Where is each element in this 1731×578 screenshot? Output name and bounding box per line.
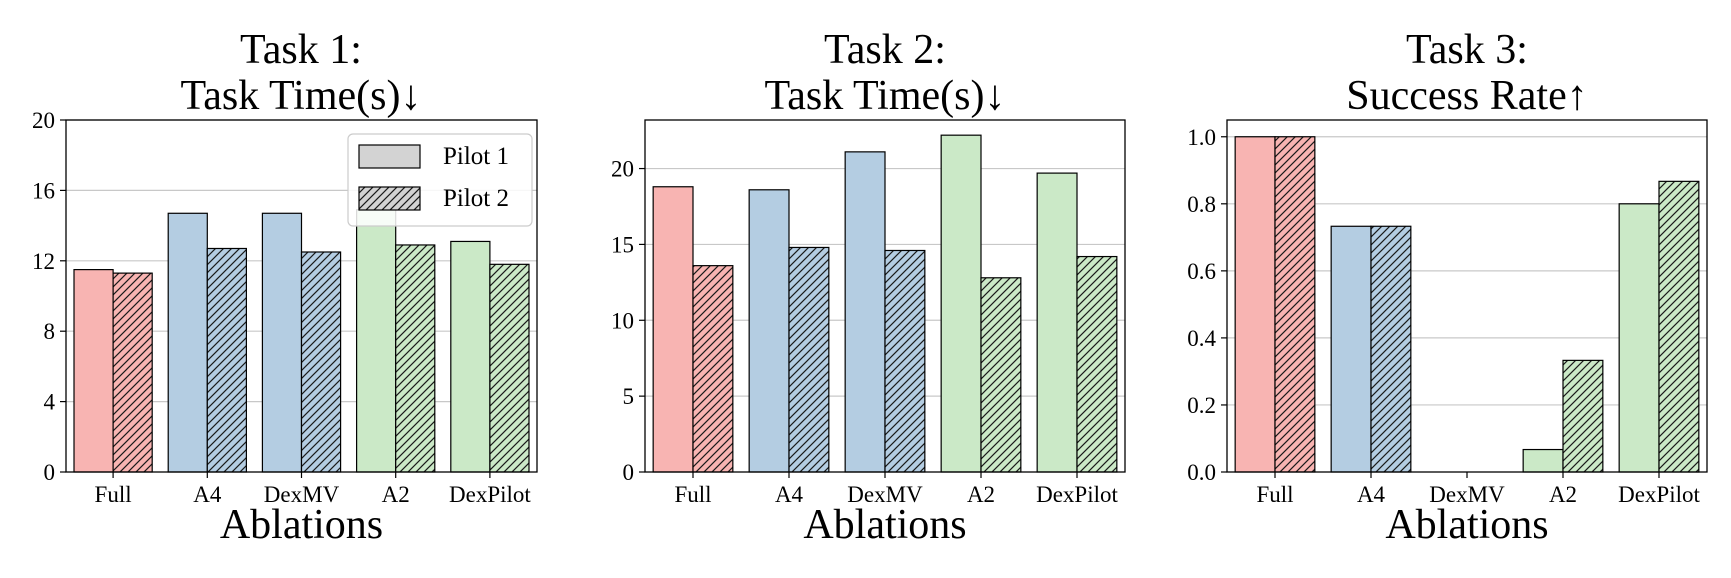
x-tick-label: A4	[775, 482, 804, 507]
y-tick-label: 0	[44, 460, 56, 485]
bar-full-pilot1	[74, 269, 114, 472]
bar-dexmv-pilot2-hatch	[301, 252, 341, 472]
x-tick-label: DexPilot	[1618, 482, 1700, 507]
x-tick-label: DexPilot	[449, 482, 531, 507]
y-tick-label: 1.0	[1187, 125, 1216, 150]
bar-dexpilot-pilot2-hatch	[489, 264, 529, 472]
chart-title-line-2: Task Time(s)↓	[765, 73, 1006, 119]
y-tick-label: 10	[611, 308, 634, 333]
y-tick-label: 0	[623, 460, 635, 485]
bar-dexmv-pilot1	[845, 151, 885, 473]
x-tick-label: Full	[95, 482, 132, 507]
y-tick-label: 8	[44, 319, 56, 344]
x-axis-label: Ablations	[803, 502, 966, 548]
x-tick-label: A2	[967, 482, 995, 507]
x-tick-label: A4	[1357, 482, 1386, 507]
legend-swatch-outline	[358, 144, 421, 169]
legend-label-1: Pilot 1	[443, 143, 509, 170]
x-axis-label: Ablations	[220, 502, 383, 548]
y-tick-label: 4	[44, 390, 56, 415]
x-tick-label: DexPilot	[1036, 482, 1118, 507]
y-tick-label: 0.0	[1187, 460, 1216, 485]
y-tick-label: 5	[623, 384, 635, 409]
bar-a4-pilot1	[168, 213, 208, 472]
y-tick-label: 16	[32, 178, 55, 203]
bar-a2-pilot1	[941, 135, 981, 472]
bar-a2-pilot2-hatch	[395, 244, 435, 472]
bar-a4-pilot1	[749, 189, 789, 473]
chart-title-line-1: Task 3:	[1406, 27, 1528, 73]
bar-a4-pilot2-hatch	[1371, 226, 1411, 472]
bar-a2-pilot1	[1523, 449, 1563, 472]
y-tick-label: 0.8	[1187, 192, 1216, 217]
bar-a2-pilot2-hatch	[981, 277, 1021, 472]
bar-dexpilot-pilot1	[1619, 203, 1659, 473]
legend-label-2: Pilot 2	[443, 185, 509, 212]
bar-full-pilot2-hatch	[1275, 136, 1315, 472]
bar-dexpilot-pilot1	[1037, 173, 1077, 472]
x-tick-label: A2	[382, 482, 410, 507]
chart-panel-2: Full A4 DexMV A2 DexPilot 0 5 10 15 20 Task 2:Task…	[611, 27, 1126, 548]
bar-full-pilot2-hatch	[693, 265, 733, 472]
bar-dexpilot-pilot2-hatch	[1659, 181, 1699, 472]
bar-dexmv-pilot2-hatch	[885, 250, 925, 472]
chart-panel-1: Full A4 DexMV A2 DexPilot 0 4 8 12 16 20 Task 1:Tas…	[32, 27, 538, 548]
bar-full-pilot1	[1235, 136, 1275, 472]
y-tick-label: 0.6	[1187, 259, 1216, 284]
y-tick-label: 15	[611, 232, 634, 257]
legend-swatch-1	[359, 145, 420, 168]
x-tick-label: DexMV	[1429, 482, 1505, 507]
legend-swatch-hatch	[359, 187, 420, 210]
plot-frame	[65, 119, 538, 473]
legend-swatch-outline	[358, 186, 421, 211]
y-tick-label: 20	[32, 108, 55, 133]
bar-dexmv-pilot1	[262, 213, 302, 472]
y-tick-label: 12	[32, 249, 55, 274]
y-tick-label: 20	[611, 157, 634, 182]
bar-a2-pilot2-hatch	[1563, 360, 1603, 472]
chart-title-line-2: Task Time(s)↓	[181, 73, 422, 119]
x-tick-label: Full	[1256, 482, 1293, 507]
chart-title-line-1: Task 2:	[824, 27, 946, 73]
y-tick-label: 0.4	[1187, 326, 1216, 351]
x-tick-label: DexMV	[847, 482, 923, 507]
chart-title-line-2: Success Rate↑	[1346, 73, 1587, 119]
x-tick-label: A4	[193, 482, 222, 507]
plot-frame	[644, 119, 1126, 473]
chart-title-line-1: Task 1:	[240, 27, 362, 73]
bar-dexpilot-pilot2-hatch	[1077, 256, 1117, 472]
x-tick-label: A2	[1549, 482, 1577, 507]
bar-full-pilot2-hatch	[113, 273, 153, 472]
bar-a4-pilot1	[1331, 226, 1371, 472]
y-tick-label: 0.2	[1187, 393, 1216, 418]
x-tick-label: Full	[674, 482, 711, 507]
x-tick-label: DexMV	[264, 482, 340, 507]
x-axis-label: Ablations	[1385, 502, 1548, 548]
bar-a2-pilot1	[356, 209, 396, 472]
bar-a4-pilot2-hatch	[207, 248, 247, 472]
bar-full-pilot1	[653, 186, 693, 473]
chart-panel-3: Full A4 DexMV A2 DexPilot 0.0 0.2 0.4 0.6 0.8 1.0 T…	[1187, 27, 1708, 548]
bar-a4-pilot2-hatch	[789, 247, 829, 472]
plot-frame	[1226, 119, 1708, 473]
bar-dexpilot-pilot1	[450, 241, 490, 472]
legend: Pilot 1 Pilot 2	[347, 133, 533, 227]
